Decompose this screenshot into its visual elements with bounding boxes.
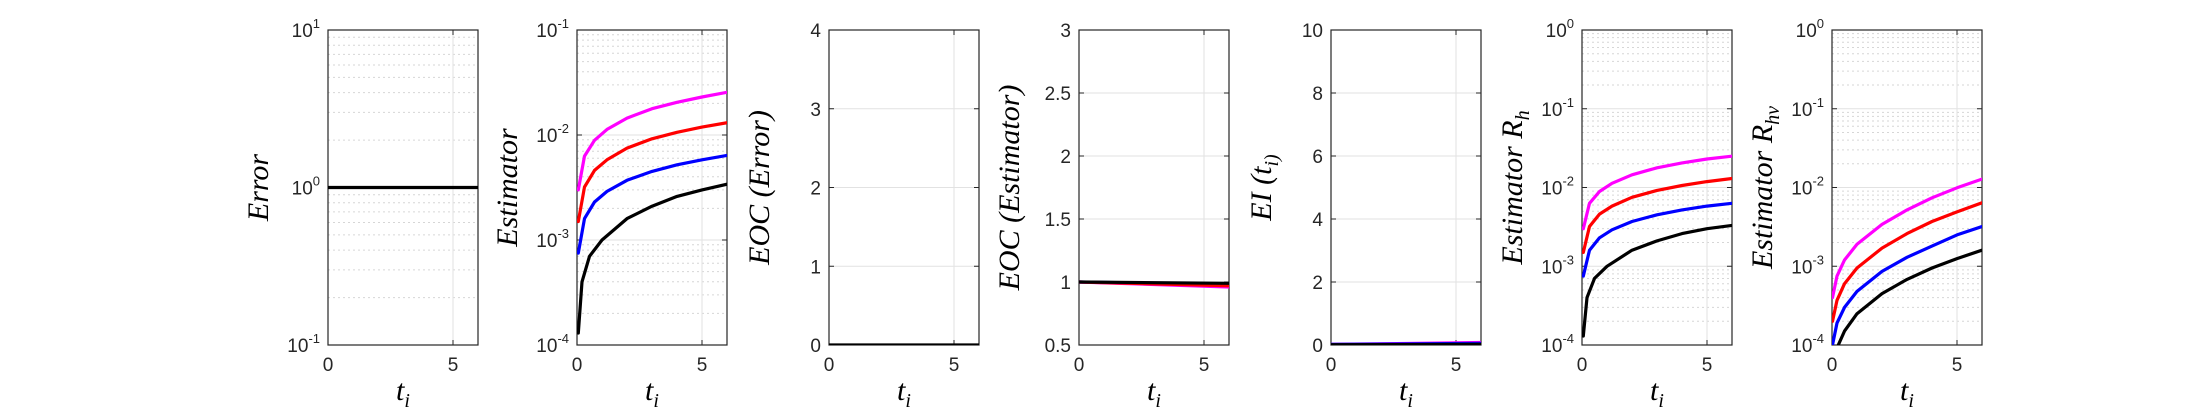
grid [1330, 29, 1481, 346]
axis-label: Estimator [491, 128, 524, 248]
series-line [1582, 176, 1732, 254]
y-tick-label: 3 [810, 100, 821, 121]
y-tick-label: 10-2 [1541, 174, 1574, 200]
y-tick-label: 1 [1060, 273, 1071, 294]
axes-frame [576, 29, 728, 346]
y-tick-label: 2 [1312, 273, 1323, 294]
y-tick-label: 10-4 [1541, 331, 1574, 357]
x-tick-label: 0 [323, 355, 334, 376]
y-tick-label: 6 [1312, 147, 1323, 168]
y-tick-label: 10-1 [287, 331, 320, 357]
x-tick-label: 5 [1952, 355, 1963, 376]
series-line [1582, 201, 1732, 278]
axis-label: EOC (Error) [743, 110, 776, 266]
subplot-5: 0 2 4 6 8 10 0 5 ti EI (ti) [1245, 21, 1482, 412]
x-tick-label: 0 [1074, 355, 1085, 376]
series-line [577, 153, 727, 255]
subplot-1: 10-1 100 101 0 5 ti Error [242, 16, 479, 412]
x-tick-label: 5 [697, 355, 708, 376]
x-tick-label: 5 [448, 355, 459, 376]
axis-label: ti [1900, 374, 1914, 412]
axis-label: EI (ti) [1245, 154, 1283, 222]
y-tick-label: 10-3 [1791, 252, 1824, 278]
axis-label: ti [1147, 374, 1161, 412]
y-tick-label: 10 [1302, 21, 1323, 42]
x-tick-label: 0 [572, 355, 583, 376]
subplot-3: 0 1 2 3 4 0 5 ti EOC (Error) [743, 21, 980, 412]
y-tick-label: 1 [810, 257, 821, 278]
y-tick-label: 2 [810, 179, 821, 200]
series-group [1832, 177, 1982, 345]
x-tick-label: 0 [1827, 355, 1838, 376]
subplot-6: 10-4 10-3 10-2 10-1 100 0 5 ti Estimator Rh [1496, 16, 1733, 412]
y-tick-label: 3 [1060, 21, 1071, 42]
series-line [577, 182, 727, 335]
y-tick-label: 0 [810, 336, 821, 357]
axis-label: Error [242, 154, 275, 223]
series-line [1582, 223, 1732, 338]
y-tick-label: 10-2 [536, 121, 569, 147]
axis-label: EOC (Estimator) [993, 85, 1026, 292]
series-line [1832, 177, 1982, 300]
axis-label: Estimator Rh [1496, 110, 1534, 265]
y-tick-label: 100 [1546, 16, 1574, 42]
series-group [1582, 154, 1732, 338]
series-group [577, 90, 727, 335]
axis-label: ti [1650, 374, 1664, 412]
series-line [577, 90, 727, 192]
y-tick-label: 2 [1060, 147, 1071, 168]
x-tick-label: 0 [1577, 355, 1588, 376]
series-line [1832, 201, 1982, 323]
series-line [1832, 224, 1982, 345]
y-tick-label: 100 [292, 174, 320, 200]
x-tick-label: 0 [824, 355, 835, 376]
axes-frame [1330, 29, 1482, 346]
y-tick-label: 2.5 [1045, 84, 1071, 105]
x-tick-label: 5 [1199, 355, 1210, 376]
x-tick-label: 0 [1326, 355, 1337, 376]
axis-label: ti [897, 374, 911, 412]
y-tick-label: 4 [810, 21, 821, 42]
y-tick-label: 100 [1796, 16, 1824, 42]
subplot-4: 0.5 1 1.5 2 2.5 3 0 5 ti EOC (Estimator) [993, 21, 1230, 412]
y-tick-label: 101 [292, 16, 320, 42]
grid [1078, 29, 1229, 346]
axis-label: ti [1399, 374, 1413, 412]
y-tick-label: 0.5 [1045, 336, 1071, 357]
axes-frame [1078, 29, 1230, 346]
series-line [1836, 248, 1982, 345]
axis-label: ti [645, 374, 659, 412]
grid [576, 30, 727, 346]
x-tick-label: 5 [1451, 355, 1462, 376]
series-line [1079, 280, 1229, 285]
y-tick-label: 4 [1312, 210, 1323, 231]
y-tick-label: 1.5 [1045, 210, 1071, 231]
y-tick-label: 0 [1312, 336, 1323, 357]
y-tick-label: 10-2 [1791, 174, 1824, 200]
y-tick-label: 10-4 [1791, 331, 1824, 357]
y-tick-label: 10-1 [1791, 95, 1824, 121]
x-tick-label: 5 [1702, 355, 1713, 376]
grid [828, 29, 979, 346]
axis-label: ti [396, 374, 410, 412]
subplot-7: 10-4 10-3 10-2 10-1 100 0 5 ti Estimator Rhv [1746, 16, 1983, 412]
y-tick-label: 10-3 [536, 226, 569, 252]
subplot-2: 10-4 10-3 10-2 10-1 0 5 ti Estimator [491, 16, 728, 412]
series-group [1079, 280, 1229, 289]
axis-label: Estimator Rhv [1746, 106, 1784, 270]
series-group [1331, 340, 1481, 345]
y-tick-label: 10-1 [536, 16, 569, 42]
series-line [1582, 154, 1732, 231]
y-tick-label: 10-3 [1541, 252, 1574, 278]
x-tick-label: 5 [949, 355, 960, 376]
y-tick-label: 10-1 [1541, 95, 1574, 121]
y-tick-label: 8 [1312, 84, 1323, 105]
series-line [577, 121, 727, 224]
y-tick-label: 10-4 [536, 331, 569, 357]
